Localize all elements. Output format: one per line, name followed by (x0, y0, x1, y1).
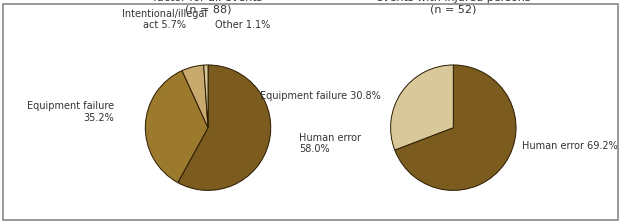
Text: Equipment failure
35.2%: Equipment failure 35.2% (27, 101, 114, 123)
Wedge shape (145, 71, 208, 183)
Text: Human error 69.2%: Human error 69.2% (522, 142, 618, 151)
Title: Primary contributing factor for
events with injured persons
(n = 52): Primary contributing factor for events w… (368, 0, 538, 15)
Text: Equipment failure 30.8%: Equipment failure 30.8% (260, 91, 381, 101)
Wedge shape (182, 65, 208, 128)
Wedge shape (391, 65, 453, 150)
Text: Intentional/illegal
act 5.7%: Intentional/illegal act 5.7% (122, 9, 207, 30)
Text: Other 1.1%: Other 1.1% (215, 20, 270, 30)
Title: Primary contributing
factor for all events
(n = 88): Primary contributing factor for all even… (151, 0, 265, 15)
Wedge shape (178, 65, 271, 190)
Text: Human error
58.0%: Human error 58.0% (299, 133, 361, 154)
Wedge shape (395, 65, 516, 190)
Wedge shape (204, 65, 208, 128)
